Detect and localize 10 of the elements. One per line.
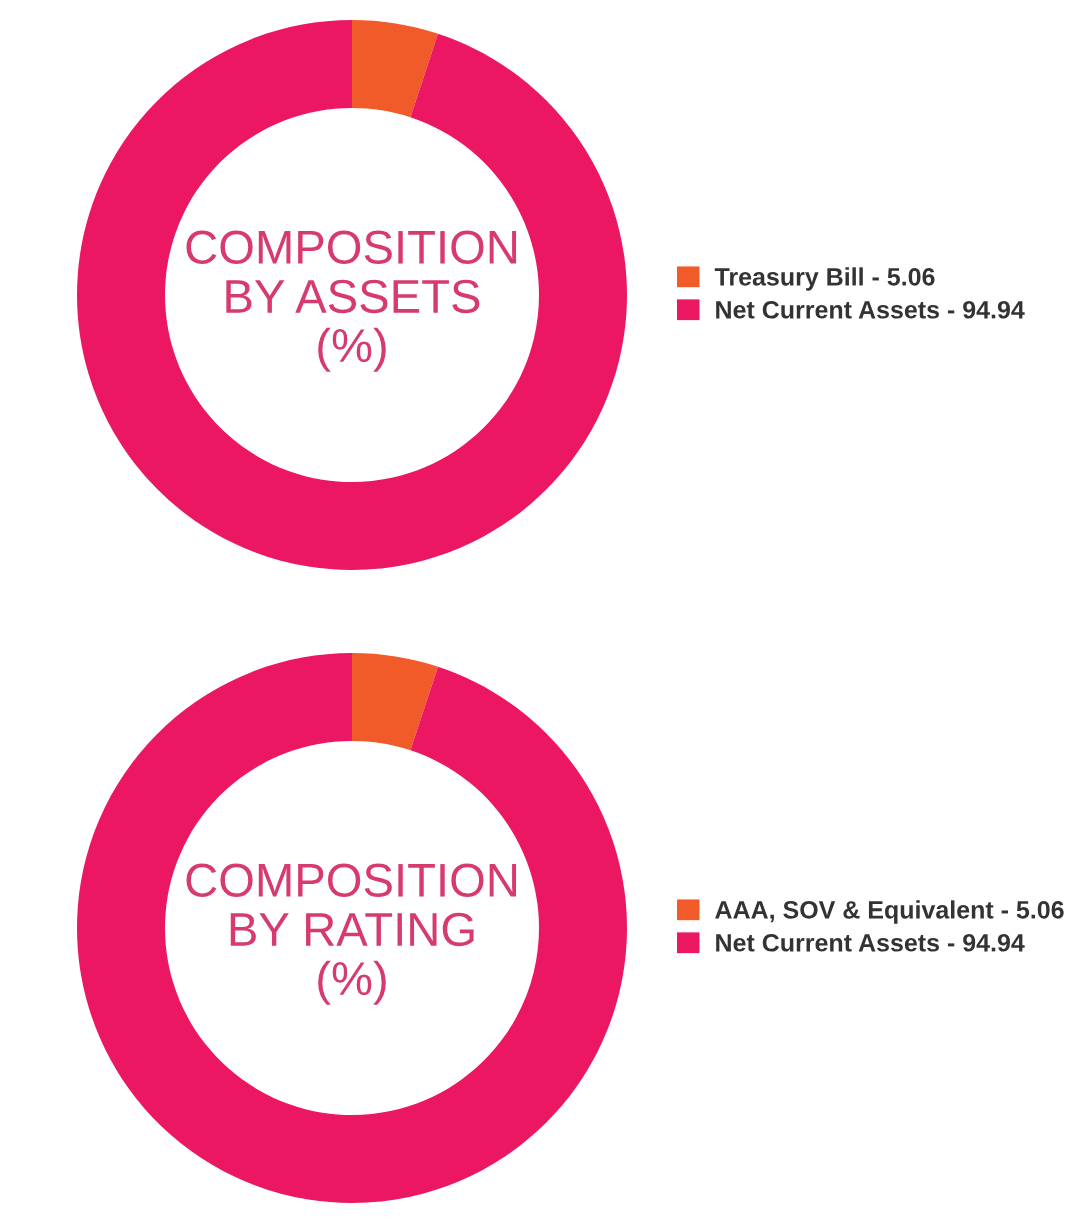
donut-slice [352,20,438,118]
legend-label: Treasury Bill - 5.06 [714,267,935,291]
legend-label: AAA, SOV & Equivalent - 5.06 [715,900,1064,924]
text: COMPOSITION BY RATING (%) [186,863,517,1005]
legend-label: Net Current Assets - 94.94 [716,933,1025,952]
legend-label: Net Current Assets - 94.94 [716,300,1025,319]
donut-slice [77,20,627,570]
text: COMPOSITION BY ASSETS (%) [186,230,517,372]
donut-slice [77,653,627,1203]
donut-slice [352,653,438,751]
